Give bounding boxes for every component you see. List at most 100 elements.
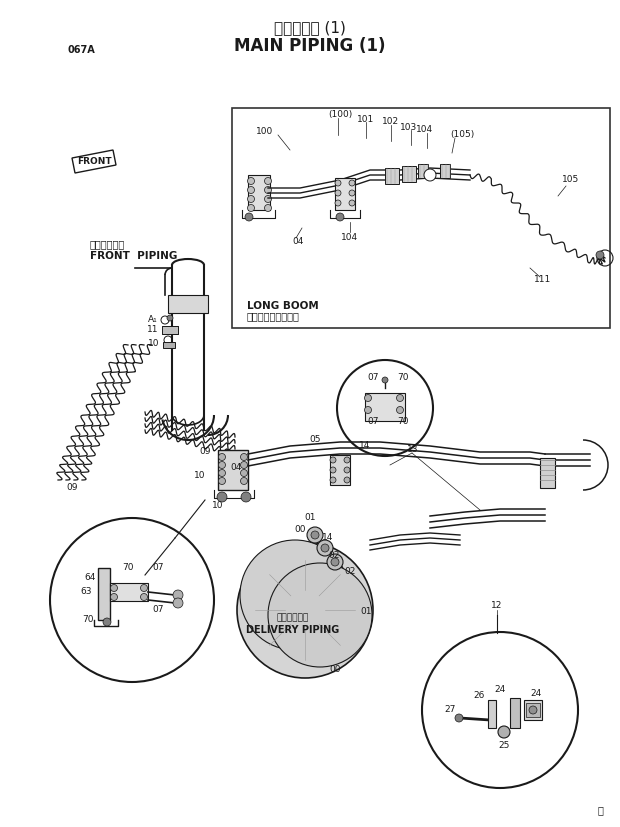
Bar [526, 703, 540, 717]
Text: 103: 103 [401, 122, 418, 131]
Text: FRONT: FRONT [77, 156, 112, 165]
Circle shape [103, 618, 111, 626]
Bar [218, 450, 248, 490]
Bar [365, 393, 405, 421]
Circle shape [529, 706, 537, 714]
Circle shape [422, 632, 578, 788]
Bar [163, 342, 175, 348]
Text: 101: 101 [357, 114, 374, 123]
Text: 01: 01 [360, 608, 372, 616]
Text: 07: 07 [153, 605, 164, 614]
Circle shape [311, 531, 319, 539]
Text: 04: 04 [230, 463, 242, 472]
Circle shape [218, 477, 226, 485]
Circle shape [330, 457, 336, 463]
Text: 111: 111 [534, 275, 552, 284]
Text: 102: 102 [383, 117, 399, 127]
Text: (100): (100) [328, 111, 352, 119]
Circle shape [247, 204, 254, 212]
Text: 24: 24 [530, 689, 542, 697]
Text: 13: 13 [407, 446, 419, 455]
Text: 70: 70 [82, 615, 94, 624]
Circle shape [335, 190, 341, 196]
Circle shape [455, 714, 463, 722]
Circle shape [365, 407, 371, 414]
Text: LONG BOOM: LONG BOOM [247, 301, 319, 311]
Circle shape [217, 492, 227, 502]
Text: 09: 09 [66, 484, 78, 493]
Circle shape [365, 394, 371, 401]
Text: 00: 00 [329, 666, 341, 675]
Text: 11: 11 [148, 326, 159, 334]
Circle shape [498, 726, 510, 738]
Text: 26: 26 [473, 691, 485, 700]
Bar [510, 698, 520, 728]
Circle shape [167, 315, 173, 321]
Circle shape [173, 590, 183, 600]
Circle shape [268, 563, 372, 667]
Text: (105): (105) [450, 131, 474, 140]
Circle shape [307, 527, 323, 543]
Circle shape [336, 213, 344, 221]
Circle shape [247, 195, 254, 203]
Bar [98, 568, 110, 620]
Circle shape [218, 461, 226, 469]
Circle shape [349, 190, 355, 196]
Bar [524, 700, 542, 720]
Text: 01: 01 [304, 514, 316, 523]
Text: A₁: A₁ [148, 315, 158, 324]
Text: 07: 07 [367, 374, 379, 383]
Circle shape [397, 407, 404, 414]
Text: 10: 10 [148, 340, 160, 348]
Circle shape [337, 360, 433, 456]
Text: 07: 07 [153, 563, 164, 572]
Bar [440, 164, 450, 178]
Circle shape [241, 453, 247, 461]
Circle shape [218, 453, 226, 461]
Text: 04: 04 [292, 237, 304, 246]
Circle shape [265, 187, 272, 194]
Circle shape [241, 470, 247, 476]
Circle shape [321, 544, 329, 552]
Circle shape [265, 204, 272, 212]
Text: 10: 10 [212, 500, 224, 509]
Bar [488, 700, 496, 728]
Text: 70: 70 [122, 563, 134, 572]
Text: フロント配管: フロント配管 [90, 239, 125, 249]
Text: 09: 09 [199, 447, 211, 457]
Circle shape [317, 540, 333, 556]
Text: FRONT  PIPING: FRONT PIPING [90, 251, 177, 261]
Bar [335, 178, 355, 210]
Text: 70: 70 [397, 418, 409, 427]
Bar [168, 295, 208, 313]
Text: 27: 27 [445, 705, 456, 715]
Circle shape [141, 594, 148, 600]
Circle shape [245, 213, 253, 221]
Circle shape [110, 585, 118, 591]
Circle shape [397, 394, 404, 401]
Bar [418, 164, 428, 178]
Text: 64: 64 [84, 573, 95, 582]
Text: 07: 07 [367, 418, 379, 427]
Text: デリベリ配管: デリベリ配管 [277, 614, 309, 623]
Circle shape [173, 598, 183, 608]
Text: 12: 12 [491, 600, 503, 609]
Text: 63: 63 [80, 587, 92, 596]
Text: Ⓜ: Ⓜ [597, 805, 603, 815]
Circle shape [265, 195, 272, 203]
Circle shape [241, 461, 247, 469]
Text: 14: 14 [360, 441, 371, 450]
Circle shape [237, 542, 373, 678]
Circle shape [349, 200, 355, 206]
Bar [385, 168, 399, 184]
Circle shape [110, 594, 118, 600]
Text: 067A: 067A [68, 45, 95, 55]
Text: 02: 02 [344, 567, 356, 576]
Circle shape [331, 558, 339, 566]
Circle shape [335, 200, 341, 206]
Text: 100: 100 [257, 127, 273, 136]
Text: 14: 14 [322, 533, 334, 543]
Bar [232, 108, 610, 328]
Text: 105: 105 [562, 175, 580, 184]
Text: 104: 104 [342, 233, 358, 242]
